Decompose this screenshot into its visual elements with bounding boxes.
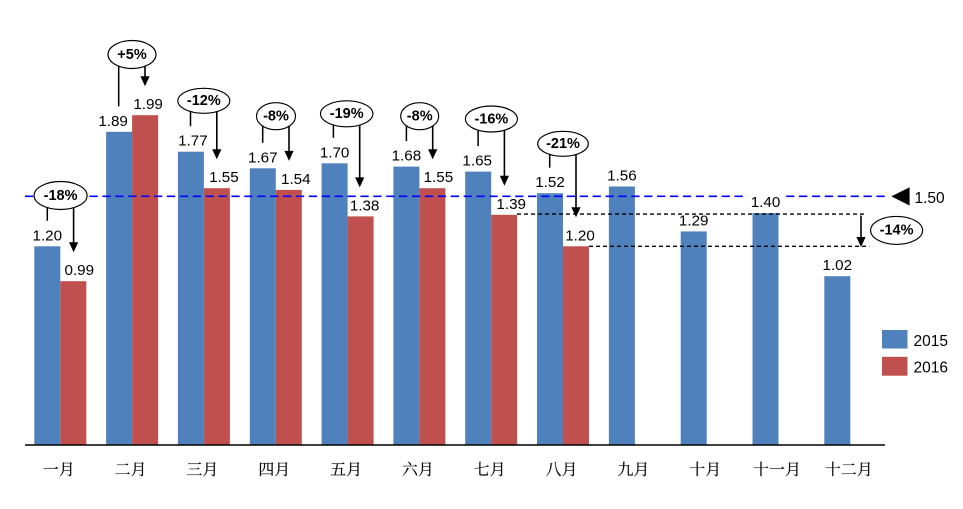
- svg-text:1.55: 1.55: [209, 169, 239, 186]
- svg-text:1.52: 1.52: [535, 174, 565, 191]
- svg-text:1.68: 1.68: [392, 148, 422, 165]
- svg-text:2015: 2015: [914, 333, 948, 350]
- svg-text:1.77: 1.77: [178, 133, 208, 150]
- svg-text:1.99: 1.99: [133, 96, 163, 113]
- svg-text:-14%: -14%: [880, 223, 914, 239]
- svg-text:-12%: -12%: [187, 93, 221, 109]
- svg-text:2016: 2016: [914, 360, 948, 377]
- svg-text:1.89: 1.89: [98, 113, 128, 130]
- svg-text:1.54: 1.54: [281, 171, 311, 188]
- svg-text:1.39: 1.39: [496, 196, 526, 213]
- svg-text:1.67: 1.67: [248, 149, 278, 166]
- svg-text:-18%: -18%: [44, 188, 78, 204]
- svg-text:1.02: 1.02: [823, 257, 853, 274]
- svg-text:-8%: -8%: [263, 109, 289, 125]
- svg-text:1.29: 1.29: [679, 212, 709, 229]
- svg-text:1.20: 1.20: [33, 227, 63, 244]
- svg-text:1.50: 1.50: [915, 190, 946, 207]
- svg-text:0.99: 0.99: [65, 262, 95, 279]
- svg-text:-8%: -8%: [407, 109, 433, 125]
- svg-text:+5%: +5%: [117, 47, 147, 63]
- svg-text:1.20: 1.20: [565, 227, 595, 244]
- svg-text:1.38: 1.38: [350, 197, 380, 214]
- svg-text:1.40: 1.40: [751, 194, 781, 211]
- svg-text:1.65: 1.65: [462, 153, 492, 170]
- svg-text:-16%: -16%: [474, 111, 508, 127]
- svg-text:1.70: 1.70: [320, 144, 350, 161]
- svg-text:1.55: 1.55: [424, 169, 454, 186]
- svg-text:1.56: 1.56: [607, 168, 637, 185]
- svg-text:-19%: -19%: [330, 106, 364, 122]
- svg-text:-21%: -21%: [546, 136, 580, 152]
